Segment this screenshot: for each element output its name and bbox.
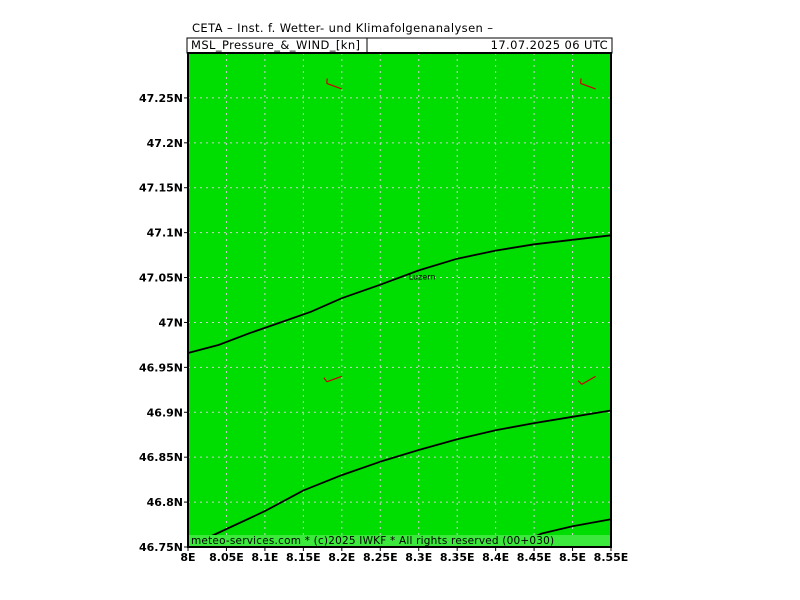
x-axis: 8E 8.05E 8.1E 8.15E 8.2E 8.25E 8.3E 8.35E 8.4E 8.… <box>180 547 628 564</box>
x-tick-label-3: 8.15E <box>286 551 321 564</box>
y-tick-label-10: 47.25N <box>139 92 183 105</box>
x-tick-label-0: 8E <box>180 551 195 564</box>
map-background <box>188 53 611 547</box>
x-tick-label-4: 8.2E <box>328 551 355 564</box>
footer-credit: meteo-services.com * (c)2025 IWKF * All … <box>191 535 554 547</box>
wind-barb-2 <box>323 375 343 383</box>
wind-barbs <box>323 78 596 385</box>
x-tick-label-6: 8.3E <box>405 551 432 564</box>
y-tick-label-9: 47.2N <box>147 137 183 150</box>
header-title: CETA – Inst. f. Wetter- und Klimafolgena… <box>192 21 494 35</box>
y-tick-label-7: 47.1N <box>147 227 183 240</box>
grid <box>188 53 611 547</box>
y-tick-label-0: 46.75N <box>139 541 183 554</box>
y-tick-label-4: 46.95N <box>139 361 183 374</box>
cities: Luzern <box>409 273 436 282</box>
y-tick-label-8: 47.15N <box>139 182 183 195</box>
wind-barb-1 <box>579 78 596 90</box>
x-tick-label-11: 8.55E <box>594 551 629 564</box>
city-label-0: Luzern <box>409 273 436 282</box>
isobar-0 <box>187 234 612 354</box>
x-tick-label-1: 8.05E <box>209 551 244 564</box>
x-tick-label-9: 8.45E <box>517 551 552 564</box>
y-tick-label-5: 47N <box>158 316 183 329</box>
y-tick-label-3: 46.9N <box>147 406 183 419</box>
x-tick-label-10: 8.5E <box>559 551 586 564</box>
wind-barb-0 <box>326 78 343 90</box>
x-tick-label-7: 8.35E <box>440 551 475 564</box>
datetime-label: 17.07.2025 06 UTC <box>491 38 608 52</box>
x-tick-label-2: 8.1E <box>251 551 278 564</box>
y-axis: 46.75N 46.8N 46.85N 46.9N 46.95N 47N 47.05N 47.… <box>139 92 188 554</box>
y-tick-label-2: 46.85N <box>139 451 183 464</box>
isobar-1 <box>187 409 612 548</box>
x-tick-label-5: 8.25E <box>363 551 398 564</box>
wind-barb-3 <box>577 375 596 385</box>
y-tick-label-1: 46.8N <box>147 496 183 509</box>
product-label: MSL_Pressure_&_WIND_[kn] <box>191 38 360 52</box>
footer-strip <box>188 535 611 547</box>
y-tick-label-6: 47.05N <box>139 272 183 285</box>
x-tick-label-8: 8.4E <box>482 551 509 564</box>
map-frame <box>187 52 612 548</box>
